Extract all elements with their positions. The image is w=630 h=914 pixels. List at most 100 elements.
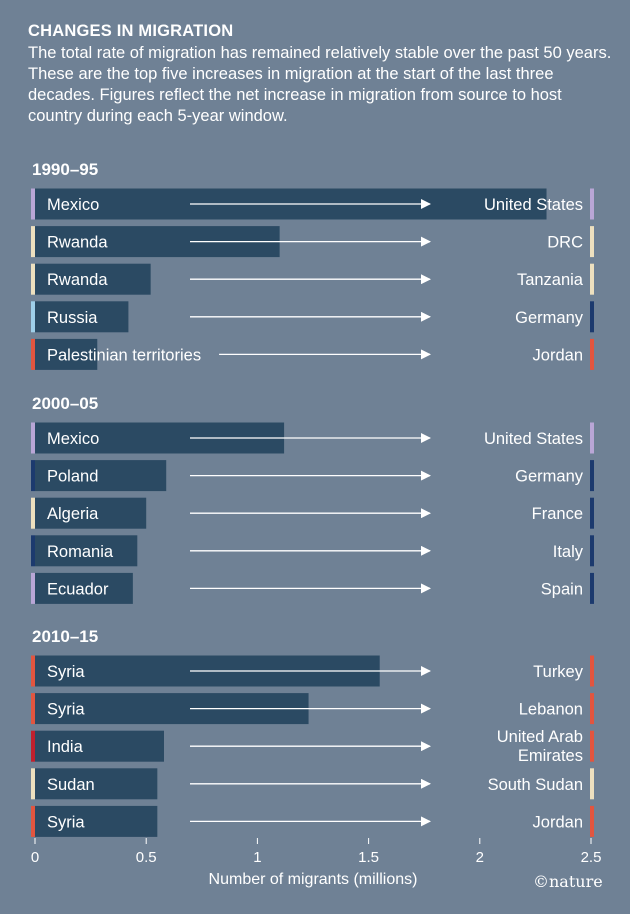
destination-label: Lebanon <box>519 701 583 719</box>
x-tick-label: 2 <box>476 849 484 866</box>
destination-marker <box>590 535 594 567</box>
destination-marker <box>590 188 594 220</box>
source-label: India <box>47 738 84 756</box>
destination-marker <box>590 263 594 295</box>
source-label: Ecuador <box>47 580 109 598</box>
source-marker <box>31 226 35 258</box>
destination-marker <box>590 693 594 725</box>
destination-label: Turkey <box>533 663 584 681</box>
source-marker <box>31 460 35 492</box>
migration-row: Sudan South Sudan <box>31 768 594 800</box>
migration-row: Mexico United States <box>31 188 594 220</box>
destination-label: South Sudan <box>488 776 583 794</box>
destination-marker <box>590 226 594 258</box>
source-label: Syria <box>47 813 85 831</box>
source-label: Sudan <box>47 776 95 794</box>
bar <box>35 301 129 333</box>
destination-label: Jordan <box>533 346 583 364</box>
migration-row: Syria Jordan <box>31 805 594 837</box>
migration-row: Russia Germany <box>31 301 594 333</box>
source-marker <box>31 572 35 604</box>
destination-label: Italy <box>553 543 584 561</box>
source-label: Mexico <box>47 196 99 214</box>
bar <box>35 805 158 837</box>
migration-row: Mexico United States <box>31 422 594 454</box>
x-tick-label: 0 <box>31 849 39 866</box>
destination-marker <box>590 301 594 333</box>
source-marker <box>31 768 35 800</box>
destination-label: United Arab <box>497 728 583 746</box>
bar <box>35 572 133 604</box>
destination-label: Spain <box>541 580 583 598</box>
destination-label: Tanzania <box>517 271 584 289</box>
destination-marker <box>590 572 594 604</box>
destination-marker <box>590 805 594 837</box>
bar <box>35 535 138 567</box>
source-marker <box>31 422 35 454</box>
period-group: 2010–15 Syria Turkey Syria Lebanon India Unite… <box>31 627 594 837</box>
destination-marker <box>590 655 594 687</box>
chart-subtitle: The total rate of migration has remained… <box>28 44 612 125</box>
migration-row: Algeria France <box>31 497 594 529</box>
source-marker <box>31 693 35 725</box>
source-label: Syria <box>47 663 85 681</box>
destination-marker <box>590 338 594 370</box>
source-label: Rwanda <box>47 271 108 289</box>
period-group: 2000–05 Mexico United States Poland Germany A… <box>31 394 594 604</box>
source-label: Romania <box>47 543 114 561</box>
destination-label: Emirates <box>518 747 583 765</box>
destination-label: France <box>532 505 583 523</box>
x-axis-label: Number of migrants (millions) <box>209 871 418 888</box>
source-label: Palestinian territories <box>47 346 201 364</box>
destination-label: United States <box>484 196 583 214</box>
destination-label: United States <box>484 430 583 448</box>
source-marker <box>31 497 35 529</box>
source-marker <box>31 263 35 295</box>
migration-row: Syria Turkey <box>31 655 594 687</box>
period-title: 1990–95 <box>32 160 98 179</box>
migration-row: Poland Germany <box>31 460 594 492</box>
bar <box>35 730 164 762</box>
destination-marker <box>590 422 594 454</box>
migration-row: Romania Italy <box>31 535 594 567</box>
source-label: Syria <box>47 701 85 719</box>
period-title: 2010–15 <box>32 627 98 646</box>
destination-marker <box>590 768 594 800</box>
chart-title: CHANGES IN MIGRATION <box>28 22 234 40</box>
source-label: Mexico <box>47 430 99 448</box>
destination-label: DRC <box>547 234 583 252</box>
source-marker <box>31 805 35 837</box>
destination-marker <box>590 497 594 529</box>
source-marker <box>31 338 35 370</box>
source-label: Russia <box>47 309 98 327</box>
bar <box>35 338 98 370</box>
source-label: Algeria <box>47 505 99 523</box>
migration-row: Syria Lebanon <box>31 693 594 725</box>
x-tick-label: 2.5 <box>581 849 602 866</box>
source-label: Rwanda <box>47 234 108 252</box>
migration-row: Rwanda DRC <box>31 226 594 258</box>
source-marker <box>31 301 35 333</box>
x-tick-label: 0.5 <box>136 849 157 866</box>
bar <box>35 460 167 492</box>
destination-marker <box>590 460 594 492</box>
migration-row: Rwanda Tanzania <box>31 263 594 295</box>
destination-marker <box>590 730 594 762</box>
destination-label: Jordan <box>533 813 583 831</box>
destination-label: Germany <box>515 309 584 327</box>
x-tick-label: 1 <box>253 849 261 866</box>
bar <box>35 263 151 295</box>
x-axis: 0 0.5 1 1.5 2 2.5 Number of migrants (millions… <box>31 838 602 888</box>
migration-row: Palestinian territories Jordan <box>31 338 594 370</box>
source-marker <box>31 730 35 762</box>
destination-label: Germany <box>515 468 584 486</box>
bar <box>35 497 147 529</box>
source-label: Poland <box>47 468 98 486</box>
source-marker <box>31 655 35 687</box>
x-tick-label: 1.5 <box>358 849 379 866</box>
bar <box>35 768 158 800</box>
